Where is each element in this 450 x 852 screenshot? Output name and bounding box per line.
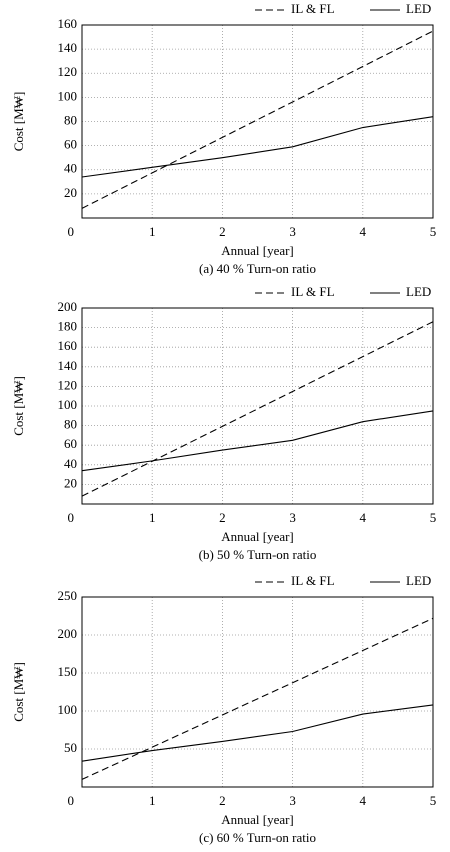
legend-label: IL & FL [291,284,335,299]
y-tick-label: 100 [58,397,78,412]
y-tick-label: 80 [64,417,77,432]
x-tick-label: 4 [360,224,367,239]
x-tick-label: 0 [68,793,75,808]
x-tick-label: 4 [360,510,367,525]
y-tick-label: 140 [58,358,78,373]
caption: (c) 60 % Turn-on ratio [199,830,316,845]
x-tick-label: 2 [219,510,226,525]
x-tick-label: 1 [149,793,156,808]
y-tick-label: 40 [64,161,77,176]
y-tick-label: 100 [58,88,78,103]
plot-frame [81,307,434,505]
y-tick-label: 160 [58,16,78,31]
y-axis-label: Cost [M₩] [11,376,26,436]
x-tick-label: 0 [68,510,75,525]
x-tick-label: 5 [430,510,437,525]
y-tick-label: 20 [64,185,77,200]
series-line [81,410,434,472]
x-tick-label: 2 [219,793,226,808]
plot-frame [81,24,434,219]
series-line [81,321,434,497]
x-tick-label: 3 [289,793,296,808]
y-tick-label: 160 [58,338,78,353]
y-tick-label: 200 [58,626,78,641]
series-line [81,116,434,178]
plot-frame [81,596,434,788]
y-tick-label: 120 [58,64,78,79]
y-tick-label: 180 [58,319,78,334]
x-tick-label: 1 [149,510,156,525]
caption: (a) 40 % Turn-on ratio [199,261,316,276]
legend-label: LED [406,1,431,16]
series-line [81,617,434,780]
y-tick-label: 80 [64,112,77,127]
x-tick-label: 2 [219,224,226,239]
series-line [81,30,434,209]
y-tick-label: 120 [58,377,78,392]
caption: (b) 50 % Turn-on ratio [199,547,317,562]
y-axis-label: Cost [M₩] [11,92,26,152]
x-tick-label: 3 [289,224,296,239]
legend-label: LED [406,284,431,299]
y-tick-label: 100 [58,702,78,717]
x-tick-label: 4 [360,793,367,808]
x-axis-label: Annual [year] [221,529,294,544]
x-tick-label: 5 [430,793,437,808]
y-tick-label: 140 [58,40,78,55]
x-tick-label: 1 [149,224,156,239]
legend-label: LED [406,573,431,588]
x-tick-label: 3 [289,510,296,525]
y-tick-label: 40 [64,456,77,471]
x-tick-label: 5 [430,224,437,239]
y-axis-label: Cost [M₩] [11,662,26,722]
x-axis-label: Annual [year] [221,812,294,827]
series-line [81,704,434,762]
x-tick-label: 0 [68,224,75,239]
y-tick-label: 200 [58,299,78,314]
y-tick-label: 150 [58,664,78,679]
y-tick-label: 60 [64,436,77,451]
y-tick-label: 60 [64,137,77,152]
y-tick-label: 20 [64,475,77,490]
y-tick-label: 50 [64,740,77,755]
legend-label: IL & FL [291,573,335,588]
legend-label: IL & FL [291,1,335,16]
y-tick-label: 250 [58,588,78,603]
x-axis-label: Annual [year] [221,243,294,258]
